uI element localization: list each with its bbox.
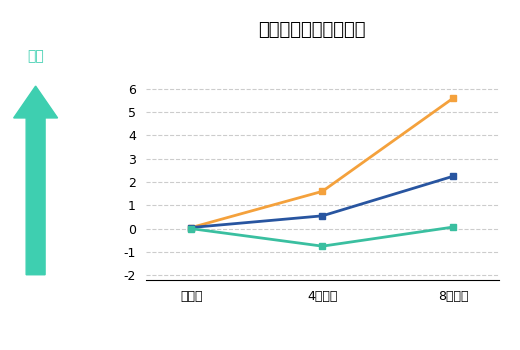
Legend: N-アセチルグルコサミン500mg, ヒアルロン酸50mg, プラセボ: N-アセチルグルコサミン500mg, ヒアルロン酸50mg, プラセボ: [147, 345, 498, 350]
プラセボ: [188, 226, 194, 231]
ヒアルロン酸50mg: [450, 174, 457, 178]
N-アセチルグルコサミン500mg: [319, 189, 326, 194]
ヒアルロン酸50mg: [188, 225, 194, 230]
プラセボ: [319, 244, 326, 248]
ヒアルロン酸50mg: [319, 214, 326, 218]
Text: 左ほほ　水分量の変化: 左ほほ 水分量の変化: [258, 21, 366, 39]
プラセボ: [450, 225, 457, 229]
FancyArrow shape: [14, 86, 58, 275]
Line: N-アセチルグルコサミン500mg: N-アセチルグルコサミン500mg: [188, 94, 457, 231]
Line: プラセボ: プラセボ: [188, 224, 457, 250]
N-アセチルグルコサミン500mg: [188, 225, 194, 230]
Text: 改善: 改善: [27, 49, 44, 63]
Line: ヒアルロン酸50mg: ヒアルロン酸50mg: [188, 173, 457, 231]
N-アセチルグルコサミン500mg: [450, 96, 457, 100]
